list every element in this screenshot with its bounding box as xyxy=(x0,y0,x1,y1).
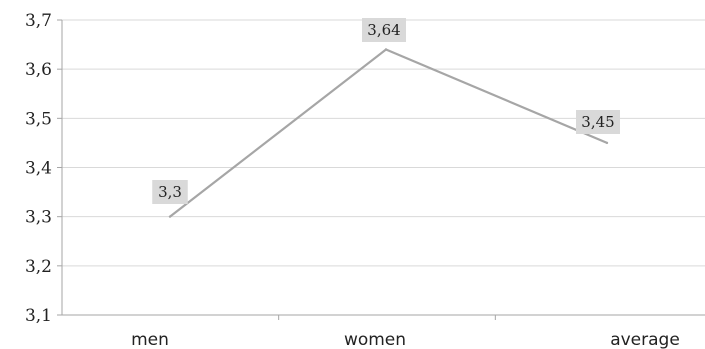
y-axis-ticks: 3,1 3,2 3,3 3,4 3,5 3,6 3,7 xyxy=(25,11,52,326)
axes xyxy=(57,19,705,320)
gridlines xyxy=(62,19,705,267)
y-tick-label: 3,4 xyxy=(25,159,52,179)
x-tick-label: men xyxy=(131,330,169,349)
y-tick-label: 3,7 xyxy=(25,11,52,31)
data-point xyxy=(384,48,388,51)
y-tick-label: 3,1 xyxy=(25,306,52,326)
x-tick-label: average xyxy=(610,330,680,349)
data-label: 3,64 xyxy=(367,21,400,39)
data-label: 3,45 xyxy=(581,113,614,131)
x-tick-label: women xyxy=(344,330,406,349)
series-line xyxy=(169,48,608,218)
series-group xyxy=(168,48,609,218)
data-label-box xyxy=(576,110,620,134)
data-label: 3,3 xyxy=(158,183,182,201)
data-label-box xyxy=(152,180,188,204)
x-axis-ticks: men women average xyxy=(131,330,680,349)
data-labels: 3,3 3,64 3,45 xyxy=(152,18,620,204)
y-tick-label: 3,5 xyxy=(25,109,52,129)
y-tick-label: 3,6 xyxy=(25,60,52,80)
data-point xyxy=(168,215,172,218)
y-tick-label: 3,2 xyxy=(25,257,52,277)
data-label-box xyxy=(362,18,406,42)
y-tick-label: 3,3 xyxy=(25,208,52,228)
data-point xyxy=(605,141,609,145)
